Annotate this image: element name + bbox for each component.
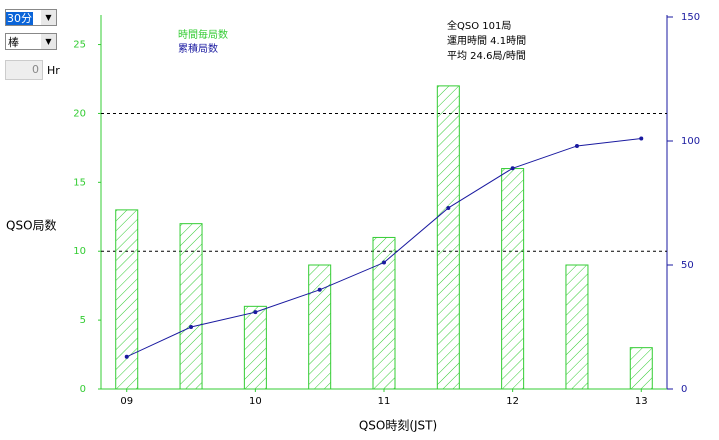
y2-tick-label: 100 [681, 136, 700, 147]
point [189, 325, 194, 329]
bar [565, 264, 589, 390]
x-axis-label: QSO時刻(JST) [359, 419, 437, 433]
offset-unit: Hr [47, 64, 60, 77]
bar [501, 168, 525, 390]
legend-label: 累積局数 [178, 42, 218, 55]
annotation: 運用時間 4.1時間 [447, 35, 526, 47]
interval-select[interactable]: 30分 ▼ [5, 9, 57, 26]
annotation: 全QSO 101局 [447, 19, 511, 32]
x-tick-label: 10 [249, 396, 262, 407]
y-tick-label: 15 [73, 177, 86, 188]
y2-tick-label: 0 [681, 384, 687, 395]
y2-tick-label: 50 [681, 260, 694, 271]
bar [179, 223, 203, 390]
point [382, 260, 386, 265]
bar [115, 209, 139, 390]
x-tick-label: 09 [120, 396, 133, 407]
bar [629, 347, 653, 390]
point [317, 287, 322, 292]
y-axis-label: QSO局数 [6, 218, 57, 233]
y-tick-label: 25 [73, 40, 86, 51]
x-tick-label: 11 [378, 396, 391, 407]
type-select[interactable]: 棒 ▼ [5, 33, 57, 50]
bar [372, 236, 396, 390]
legend-label: 時間毎局数 [178, 28, 228, 41]
point [253, 310, 258, 315]
type-value: 棒 [8, 36, 19, 49]
point [446, 205, 451, 210]
point [510, 166, 515, 171]
bar [308, 264, 332, 390]
bar [243, 305, 267, 390]
y-tick-label: 10 [73, 246, 86, 257]
point [639, 136, 644, 141]
y-tick-label: 0 [80, 384, 86, 395]
x-tick-label: 13 [635, 396, 648, 407]
y2-tick-label: 150 [681, 12, 700, 23]
y-tick-label: 20 [73, 108, 86, 119]
bar [436, 85, 460, 390]
y-tick-label: 5 [80, 315, 86, 326]
annotation: 平均 24.6局/時間 [447, 50, 526, 62]
point [574, 143, 579, 148]
x-tick-label: 12 [506, 396, 519, 407]
point [124, 354, 129, 359]
interval-value: 30分 [6, 12, 33, 25]
offset-value: 0 [32, 63, 39, 76]
offset-spinner[interactable]: 0 [5, 60, 43, 80]
